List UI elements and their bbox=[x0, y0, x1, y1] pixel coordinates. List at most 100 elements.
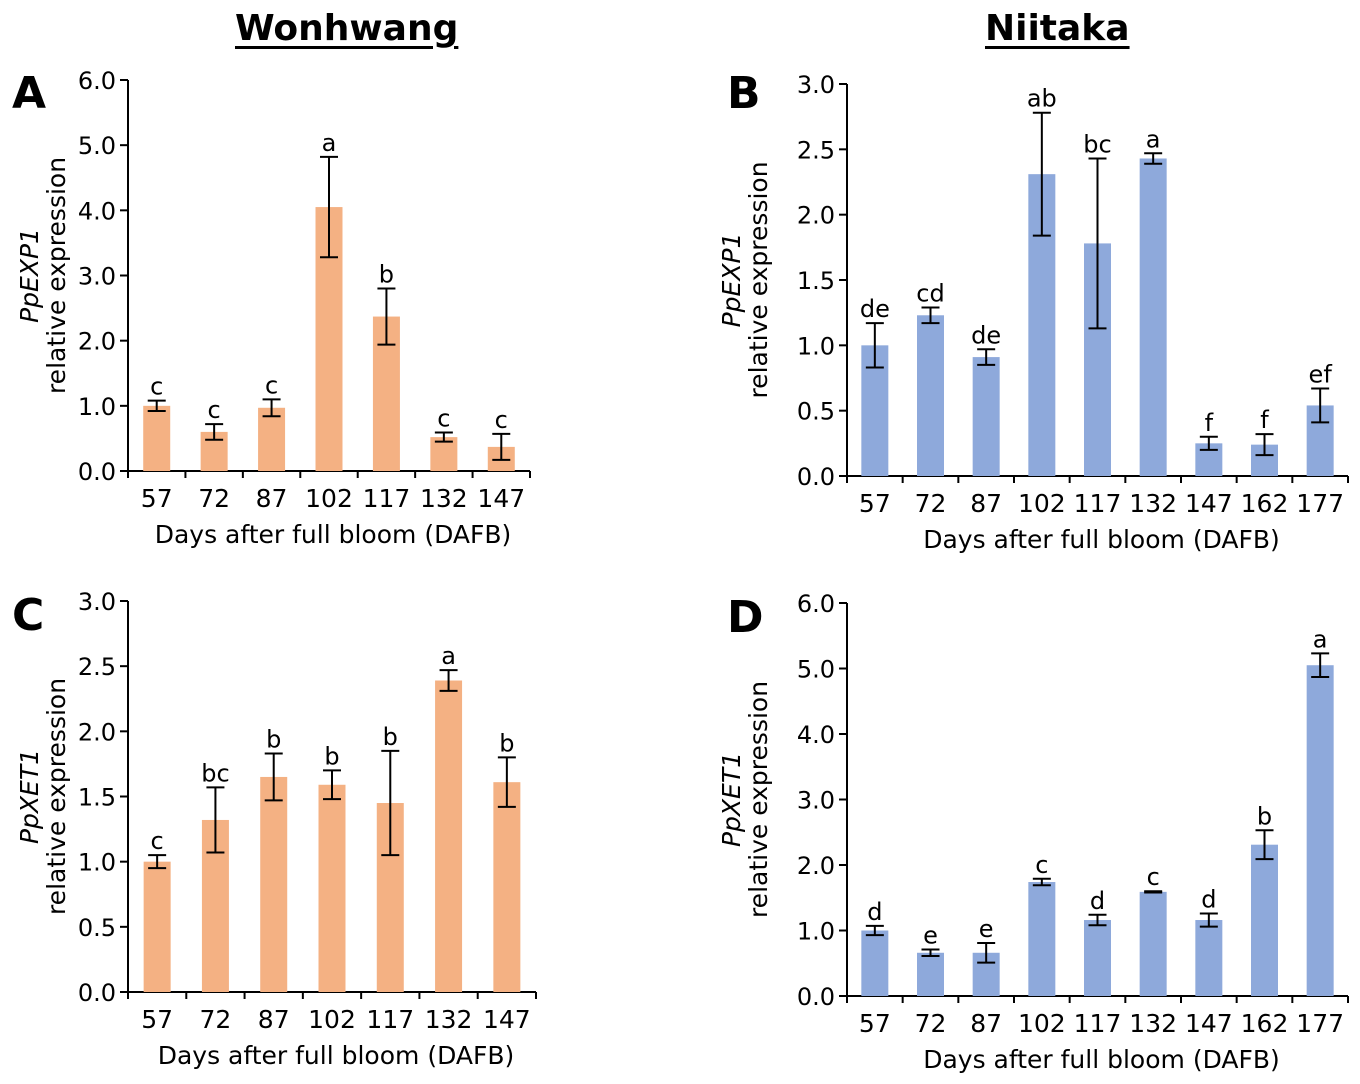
panel-label: C bbox=[12, 590, 44, 641]
x-tick-label: 102 bbox=[1018, 489, 1066, 518]
significance-letter: cd bbox=[916, 279, 944, 307]
x-tick-label: 57 bbox=[859, 489, 891, 518]
x-tick-label: 147 bbox=[1185, 1009, 1233, 1038]
bar bbox=[861, 930, 889, 996]
x-tick-label: 72 bbox=[198, 484, 230, 513]
bar bbox=[318, 784, 346, 992]
y-tick-label: 3.0 bbox=[78, 263, 116, 291]
significance-letter: bc bbox=[1083, 130, 1111, 158]
y-tick-label: 4.0 bbox=[797, 721, 835, 749]
significance-letter: a bbox=[1146, 125, 1161, 153]
bar bbox=[430, 437, 458, 471]
y-tick-label: 6.0 bbox=[78, 67, 116, 95]
significance-letter: c bbox=[1035, 851, 1048, 879]
bar bbox=[493, 782, 521, 992]
y-tick-label: 2.5 bbox=[78, 653, 116, 681]
significance-letter: c bbox=[151, 827, 164, 855]
y-tick-label: 3.0 bbox=[797, 787, 835, 815]
y-tick-label: 1.0 bbox=[78, 849, 116, 877]
x-tick-label: 132 bbox=[420, 484, 468, 513]
y-axis-gene-label: PpXET1 bbox=[717, 752, 746, 847]
x-tick-label: 72 bbox=[200, 1005, 232, 1034]
x-tick-label: 87 bbox=[256, 484, 288, 513]
x-tick-label: 102 bbox=[308, 1005, 356, 1034]
x-tick-label: 132 bbox=[1129, 489, 1177, 518]
bar bbox=[917, 952, 944, 996]
y-tick-label: 0.0 bbox=[797, 983, 835, 1011]
significance-letter: a bbox=[1313, 625, 1328, 653]
y-tick-label: 3.0 bbox=[78, 588, 116, 616]
y-tick-label: 0.0 bbox=[78, 979, 116, 1007]
y-tick-label: 2.0 bbox=[78, 718, 116, 746]
significance-letter: de bbox=[971, 321, 1001, 349]
significance-letter: c bbox=[150, 373, 163, 401]
y-tick-label: 1.0 bbox=[797, 918, 835, 946]
x-tick-label: 72 bbox=[915, 1009, 947, 1038]
x-axis-label: Days after full bloom (DAFB) bbox=[158, 1041, 515, 1070]
panel-label: D bbox=[727, 592, 764, 643]
y-tick-label: 4.0 bbox=[78, 197, 116, 225]
bar bbox=[1306, 665, 1334, 996]
bar bbox=[143, 861, 171, 992]
x-tick-label: 57 bbox=[859, 1009, 891, 1038]
x-tick-label: 57 bbox=[141, 484, 173, 513]
y-tick-label: 0.0 bbox=[78, 458, 116, 486]
x-axis-label: Days after full bloom (DAFB) bbox=[923, 1045, 1280, 1074]
significance-letter: b bbox=[266, 725, 281, 753]
y-tick-label: 5.0 bbox=[797, 656, 835, 684]
y-tick-label: 3.0 bbox=[797, 71, 835, 99]
column-title-wonhwang: Wonhwang bbox=[235, 8, 459, 49]
bar bbox=[1139, 891, 1167, 996]
x-tick-label: 147 bbox=[477, 484, 525, 513]
y-axis-label: relative expression bbox=[42, 157, 71, 394]
x-tick-label: 132 bbox=[425, 1005, 473, 1034]
bar bbox=[1251, 844, 1278, 996]
y-tick-label: 0.0 bbox=[797, 463, 835, 491]
x-tick-label: 57 bbox=[141, 1005, 173, 1034]
x-axis-label: Days after full bloom (DAFB) bbox=[923, 525, 1280, 554]
y-tick-label: 5.0 bbox=[78, 132, 116, 160]
y-axis-label: relative expression bbox=[42, 678, 71, 915]
x-tick-label: 102 bbox=[1018, 1009, 1066, 1038]
x-tick-label: 177 bbox=[1296, 489, 1344, 518]
bar bbox=[1139, 158, 1167, 477]
bar bbox=[143, 405, 171, 471]
x-tick-label: 147 bbox=[1185, 489, 1233, 518]
y-axis-gene-label: PpXET1 bbox=[15, 749, 44, 844]
x-tick-label: 132 bbox=[1129, 1009, 1177, 1038]
significance-letter: c bbox=[265, 371, 278, 399]
bar bbox=[1195, 920, 1223, 996]
x-tick-label: 102 bbox=[305, 484, 353, 513]
significance-letter: c bbox=[208, 396, 221, 424]
x-tick-label: 72 bbox=[915, 489, 947, 518]
panel-label: A bbox=[12, 68, 46, 119]
significance-letter: f bbox=[1205, 409, 1214, 437]
x-tick-label: 117 bbox=[1074, 489, 1122, 518]
y-tick-label: 1.0 bbox=[78, 393, 116, 421]
x-tick-label: 117 bbox=[1074, 1009, 1122, 1038]
column-title-niitaka: Niitaka bbox=[985, 8, 1130, 49]
significance-letter: e bbox=[923, 921, 938, 949]
y-tick-label: 1.5 bbox=[78, 784, 116, 812]
significance-letter: e bbox=[979, 915, 994, 943]
y-tick-label: 2.0 bbox=[797, 202, 835, 230]
y-tick-label: 0.5 bbox=[78, 914, 116, 942]
significance-letter: a bbox=[322, 129, 337, 157]
x-tick-label: 162 bbox=[1241, 489, 1289, 518]
panel-label: B bbox=[727, 68, 761, 119]
x-tick-label: 117 bbox=[363, 484, 411, 513]
significance-letter: d bbox=[1201, 885, 1216, 913]
significance-letter: b bbox=[499, 729, 514, 757]
significance-letter: bc bbox=[201, 759, 229, 787]
bar bbox=[1084, 920, 1111, 996]
x-axis-label: Days after full bloom (DAFB) bbox=[155, 520, 512, 549]
significance-letter: b bbox=[383, 723, 398, 751]
significance-letter: d bbox=[1090, 887, 1105, 915]
significance-letter: c bbox=[1147, 863, 1160, 891]
y-tick-label: 1.5 bbox=[797, 267, 835, 295]
y-tick-label: 1.0 bbox=[797, 332, 835, 360]
significance-letter: b bbox=[1257, 802, 1272, 830]
